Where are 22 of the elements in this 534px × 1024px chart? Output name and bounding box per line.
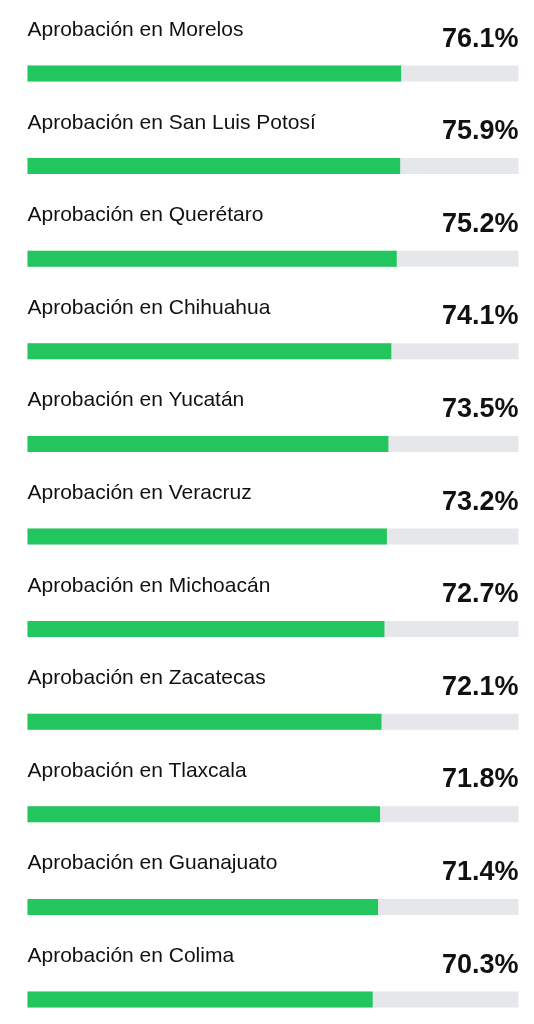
y-tick-label: Aprobación en Tlaxcala — [27, 757, 247, 781]
data-label: 72.1% — [441, 670, 519, 701]
data-label: 74.1% — [441, 300, 519, 331]
y-tick-label: Aprobación en Veracruz — [27, 480, 252, 503]
y-tick-label: Aprobación en Colima — [27, 943, 235, 966]
data-label: 71.4% — [441, 855, 519, 886]
data-label: 75.9% — [441, 115, 519, 146]
y-tick-label: Aprobación en Querétaro — [27, 202, 264, 226]
data-label: 72.7% — [441, 578, 519, 609]
data-label: 73.5% — [441, 392, 519, 423]
data-label: 73.2% — [441, 485, 519, 516]
y-tick-label: Aprobación en Chihuahua — [27, 294, 271, 318]
data-label: 70.3% — [441, 948, 519, 979]
y-tick-label: Aprobación en Michoacán — [27, 572, 271, 596]
y-tick-label: Aprobación en Guanajuato — [27, 850, 278, 874]
data-label: 71.8% — [441, 763, 519, 794]
y-tick-label: Aprobación en Yucatán — [27, 387, 245, 411]
data-label: 75.2% — [441, 207, 519, 238]
y-tick-label: Aprobación en San Luis Potosí — [27, 109, 317, 133]
y-tick-label: Aprobación en Morelos — [27, 17, 244, 40]
data-label: 76.1% — [441, 22, 519, 53]
y-tick-label: Aprobación en Zacatecas — [27, 665, 266, 689]
